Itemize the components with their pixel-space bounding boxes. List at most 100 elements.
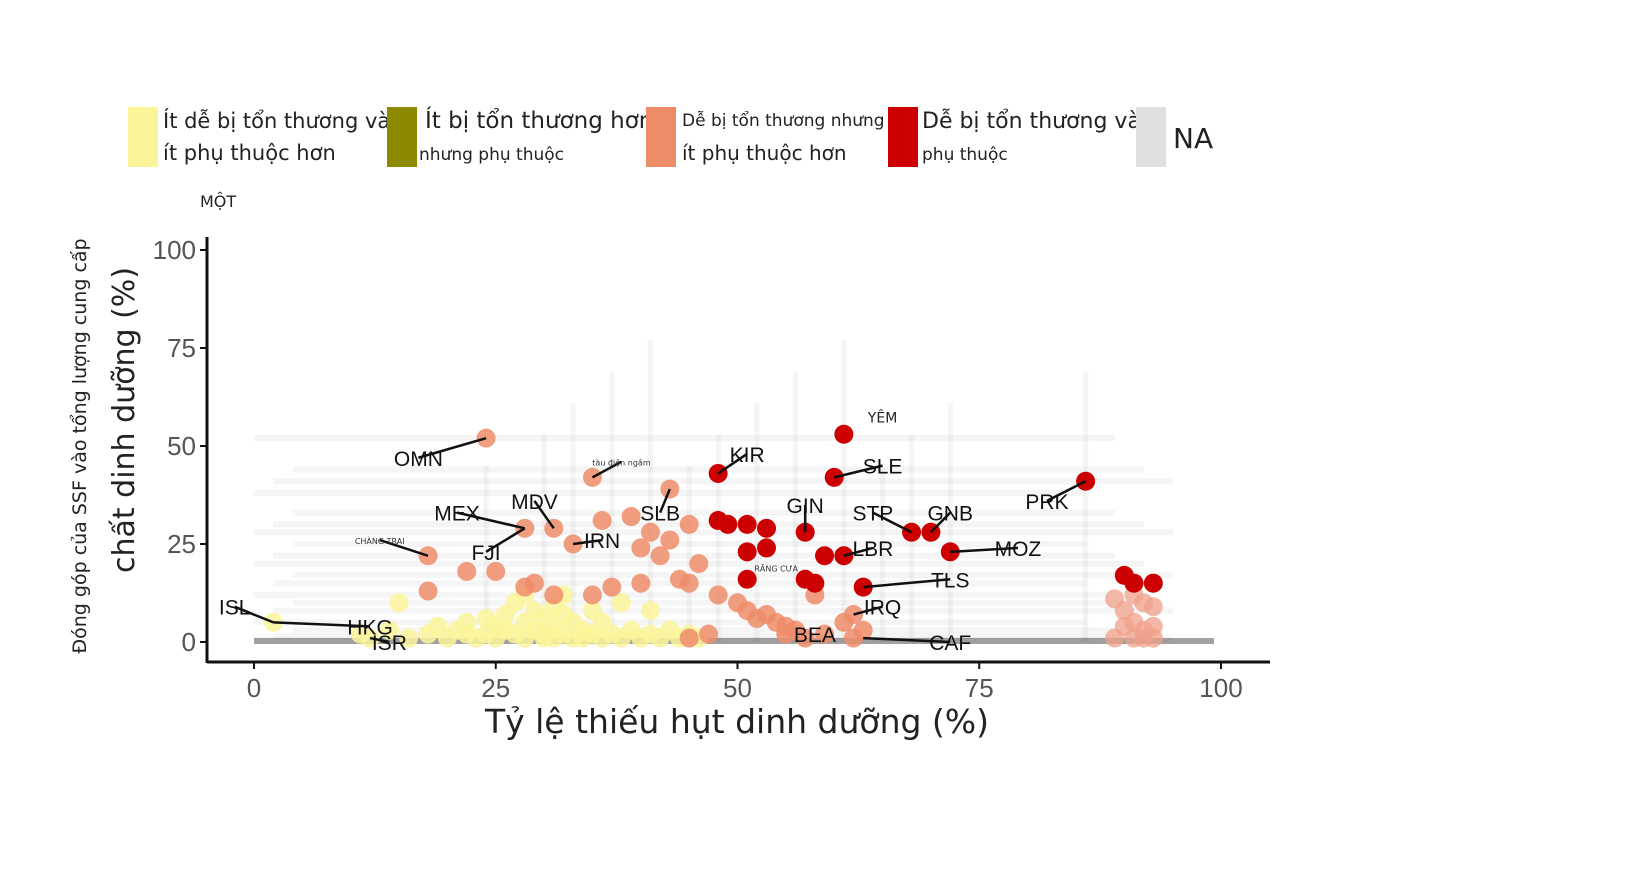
annotation-label: tàu điện ngầm	[592, 458, 651, 468]
data-point	[660, 530, 680, 550]
data-point	[1124, 573, 1144, 593]
legend-swatch-less-less	[128, 107, 158, 167]
annotation-label: OMN	[394, 448, 443, 471]
annotation-leader	[273, 621, 371, 628]
annotation-label: MDV	[511, 491, 558, 514]
y-axis-title-line1: Đóng góp của SSF vào tổng lượng cung cấp	[69, 238, 91, 653]
annotation-leader	[533, 500, 555, 530]
legend-swatch-vuln-less	[646, 107, 676, 167]
data-point	[640, 522, 660, 542]
annotation-leader	[234, 605, 274, 624]
data-point	[757, 518, 777, 538]
data-point	[757, 538, 777, 558]
data-point	[602, 577, 622, 597]
x-tick-label: 100	[1199, 673, 1242, 703]
data-point	[1105, 628, 1125, 648]
zero-density-band	[254, 638, 1214, 644]
data-point	[708, 585, 728, 605]
legend-swatch-vuln-dep	[888, 107, 918, 167]
annotation-label: ISR	[372, 632, 407, 655]
data-point	[834, 424, 854, 444]
data-point	[621, 507, 641, 527]
legend-label-vuln-less-2: ít phụ thuộc hơn	[682, 141, 847, 165]
annotation-label: LBR	[852, 538, 893, 561]
data-point	[486, 561, 506, 581]
legend-label-vuln-dep-1: Dễ bị tổn thương và	[922, 108, 1141, 134]
data-point	[1143, 573, 1163, 593]
annotation-label: IRQ	[864, 597, 901, 620]
annotation-leader	[717, 452, 748, 475]
annotation-leader	[485, 527, 526, 553]
data-point	[737, 569, 757, 589]
data-point	[679, 514, 699, 534]
annotation-leader	[1046, 480, 1087, 502]
annotation-leader	[930, 511, 952, 534]
y-tick-label: 0	[182, 627, 196, 657]
annotation-leader	[833, 464, 883, 479]
annotation-label: YÊM	[867, 409, 897, 427]
data-point	[544, 585, 564, 605]
y-tick-label: 75	[167, 333, 196, 363]
annotation-label: PRK	[1025, 491, 1068, 514]
legend-label-less-less-2: ít phụ thuộc hơn	[163, 141, 336, 165]
annotation-label: CAF	[929, 632, 971, 655]
annotation-leader	[950, 546, 1019, 554]
data-point	[1143, 597, 1163, 617]
data-point	[650, 546, 670, 566]
data-point	[853, 620, 873, 640]
data-point	[631, 538, 651, 558]
axis-ticks: 0 25 50 75 100 0 25 50 75 100	[153, 235, 1243, 703]
x-tick-label: 50	[723, 673, 752, 703]
panel-tag: MỘT	[200, 192, 236, 211]
annotation-label: KIR	[730, 444, 765, 467]
legend-label-less-dep-2: nhưng phụ thuộc	[419, 145, 564, 165]
annotation-label: HKG	[347, 616, 393, 639]
annotation-leader	[572, 538, 603, 546]
data-point	[582, 585, 602, 605]
data-point	[1143, 628, 1163, 648]
annotation-leader	[591, 460, 623, 479]
data-point	[805, 573, 825, 593]
legend-swatch-less-dep	[387, 107, 417, 167]
annotation-label: RĂNG CƯA	[754, 563, 798, 574]
annotation-label: TLS	[931, 569, 970, 592]
data-point	[737, 514, 757, 534]
data-point	[815, 624, 835, 644]
data-point	[611, 593, 631, 613]
annotation-label: GIN	[787, 495, 824, 518]
annotation-label: GNB	[927, 503, 973, 526]
annotation-label: ISL	[219, 597, 251, 620]
data-point	[592, 510, 612, 530]
data-point	[776, 624, 796, 644]
legend-label-less-less-1: Ít dễ bị tổn thương và	[163, 108, 390, 133]
legend-label-vuln-less-1: Dễ bị tổn thương nhưng	[682, 110, 885, 131]
annotation-leader	[379, 538, 429, 557]
data-point	[718, 514, 738, 534]
annotation-leader	[853, 605, 883, 616]
annotation-leader	[872, 511, 913, 534]
annotation-leader	[658, 488, 671, 514]
data-point	[418, 581, 438, 601]
annotation-leader	[418, 436, 487, 459]
x-tick-label: 25	[481, 673, 510, 703]
data-point	[399, 628, 419, 648]
data-point	[698, 624, 718, 644]
data-point	[737, 542, 757, 562]
x-tick-label: 0	[247, 673, 261, 703]
data-point	[631, 573, 651, 593]
data-point	[457, 561, 477, 581]
data-point	[795, 628, 815, 648]
data-point	[815, 546, 835, 566]
y-tick-label: 25	[167, 529, 196, 559]
annotation-label: SLB	[640, 503, 680, 526]
data-point	[689, 554, 709, 574]
point-annotations: OMN KIR SLE YÊM tàu điện ngầm MDV MEX SLB GIN STP…	[219, 409, 1087, 655]
legend: Ít dễ bị tổn thương và ít phụ thuộc hơn …	[128, 106, 1213, 167]
annotation-leader	[863, 636, 951, 644]
annotation-label: IRN	[584, 530, 620, 553]
legend-label-vuln-dep-2: phụ thuộc	[922, 145, 1008, 165]
y-tick-label: 50	[167, 431, 196, 461]
data-point	[524, 573, 544, 593]
data-point	[457, 612, 477, 632]
data-point	[679, 628, 699, 648]
